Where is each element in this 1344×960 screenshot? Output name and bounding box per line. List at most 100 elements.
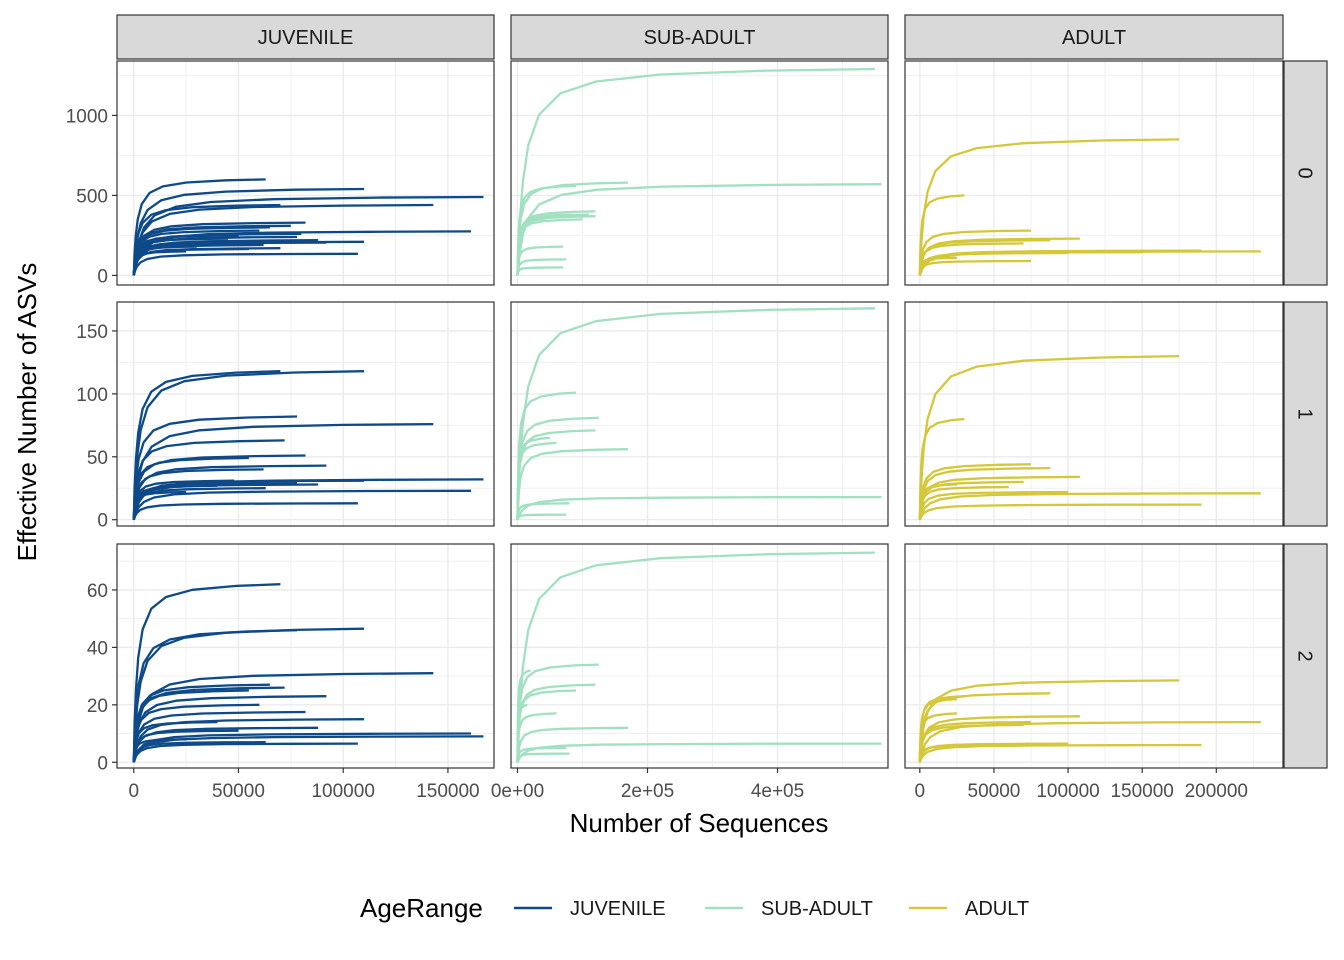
y-tick-label: 0 [97, 266, 108, 287]
column-strip [510, 14, 889, 60]
y-tick-label: 60 [87, 581, 108, 602]
y-tick-label: 1000 [66, 106, 108, 127]
y-axis-title: Effective Number of ASVs [12, 263, 42, 562]
panel-background [905, 544, 1283, 768]
panel-border [904, 543, 1284, 769]
y-tick-label: 0 [97, 753, 108, 774]
y-tick-label: 100 [76, 385, 108, 406]
panel-r2-c2 [904, 543, 1284, 769]
column-strip-label: ADULT [1062, 27, 1126, 49]
x-tick-label: 100000 [311, 781, 374, 802]
legend: AgeRange JUVENILE SUB-ADULT ADULT [360, 893, 1029, 923]
panel-border [510, 543, 889, 769]
series-line-sub-adult [516, 513, 567, 521]
panel-r0-c1 [510, 60, 889, 286]
series-line-sub-adult [516, 436, 551, 520]
x-tick-label: 0e+00 [491, 781, 544, 802]
series-line-adult [918, 417, 965, 520]
legend-item-sub-adult: SUB-ADULT [705, 898, 873, 920]
series-line-juvenile [132, 489, 472, 521]
row-strip-label: 1 [1294, 408, 1316, 419]
y-tick-label: 40 [87, 638, 108, 659]
panel-border [510, 301, 889, 527]
x-tick-label: 0 [915, 781, 926, 802]
x-tick-label: 150000 [416, 781, 479, 802]
panel-r0-c2 [904, 60, 1284, 286]
panel-background [511, 302, 888, 526]
x-tick-label: 4e+05 [751, 781, 804, 802]
series-line-adult [918, 743, 1009, 763]
legend-label: SUB-ADULT [761, 898, 873, 920]
series-line-adult [918, 743, 1202, 763]
series-line-adult [918, 720, 1261, 763]
row-strip [1283, 543, 1328, 769]
column-strip [116, 14, 495, 60]
series-line-sub-adult [516, 67, 876, 276]
x-tick-label: 200000 [1185, 781, 1248, 802]
x-tick-label: 0 [128, 781, 139, 802]
column-strip-label: SUB-ADULT [644, 27, 756, 49]
series-line-adult [918, 712, 957, 763]
x-tick-label: 100000 [1036, 781, 1099, 802]
x-axis-title: Number of Sequences [570, 808, 829, 838]
series-line-juvenile [132, 252, 358, 276]
column-strip-label: JUVENILE [258, 27, 354, 49]
series-line-adult [918, 492, 1261, 521]
panel-background [511, 61, 888, 285]
series-line-adult [918, 354, 1180, 520]
series-line-sub-adult [516, 495, 882, 521]
facet-strips: JUVENILE SUB-ADULT ADULT 0 1 2 [116, 14, 1328, 769]
panel-r2-c1 [510, 543, 889, 769]
row-strip-label: 2 [1294, 650, 1316, 661]
series-line-sub-adult [516, 266, 564, 276]
panel-background [905, 61, 1283, 285]
x-tick-label: 50000 [968, 781, 1021, 802]
panel-r2-c0 [116, 543, 495, 769]
series-line-sub-adult [516, 703, 528, 763]
panel-r1-c0 [116, 301, 495, 527]
series-line-adult [918, 503, 1202, 521]
x-tick-label: 2e+05 [621, 781, 674, 802]
x-tick-label: 150000 [1110, 781, 1173, 802]
legend-label: JUVENILE [570, 898, 666, 920]
legend-title: AgeRange [360, 893, 483, 923]
row-strip-label: 0 [1294, 167, 1316, 178]
series-line-adult [918, 485, 1009, 520]
row-strip [1283, 301, 1328, 527]
panels [116, 60, 1284, 769]
panel-border [116, 301, 495, 527]
axes: 0 500 1000 0 50 100 150 0 20 40 60 0 50000 100000 1500… [66, 106, 1248, 802]
y-tick-label: 20 [87, 696, 108, 717]
series-line-adult [918, 258, 935, 276]
series-line-juvenile [132, 742, 358, 763]
series-line-sub-adult [516, 502, 570, 520]
legend-label: ADULT [965, 898, 1029, 920]
series-line-juvenile [132, 240, 256, 276]
panel-background [511, 544, 888, 768]
series-line-juvenile [132, 484, 218, 520]
series-line-juvenile [132, 502, 358, 521]
row-strip [1283, 60, 1328, 286]
series-line-adult [918, 194, 965, 276]
panel-border [116, 543, 495, 769]
y-tick-label: 500 [76, 186, 108, 207]
y-tick-label: 50 [87, 448, 108, 469]
panel-border [510, 60, 889, 286]
series-line-sub-adult [516, 752, 570, 763]
y-tick-label: 150 [76, 322, 108, 343]
series-line-juvenile [132, 729, 239, 763]
series-line-juvenile [132, 629, 298, 763]
column-strip [904, 14, 1284, 60]
panel-border [904, 301, 1284, 527]
panel-border [904, 60, 1284, 286]
y-tick-label: 0 [97, 511, 108, 532]
x-tick-label: 50000 [212, 781, 265, 802]
legend-item-juvenile: JUVENILE [514, 898, 666, 920]
legend-item-adult: ADULT [909, 898, 1029, 920]
panel-border [116, 60, 495, 286]
series-line-sub-adult [516, 183, 882, 276]
panel-r0-c0 [116, 60, 495, 286]
panel-r1-c1 [510, 301, 889, 527]
